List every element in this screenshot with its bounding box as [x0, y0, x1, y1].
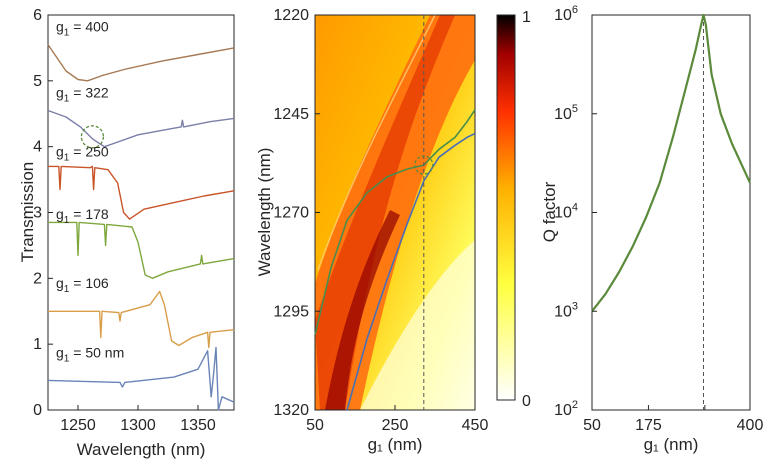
right-y-tick-label: 105	[554, 103, 578, 123]
middle-y-axis-title: Wavelength (nm)	[255, 148, 274, 277]
left-y-tick-label: 3	[33, 205, 42, 222]
heatmap-image	[315, 15, 475, 410]
middle-y-tick-label: 1245	[273, 106, 309, 123]
right-y-tick-label: 106	[554, 4, 578, 24]
right-x-axis-title: g₁ (nm)	[644, 435, 699, 454]
left-y-tick-label: 2	[33, 270, 42, 287]
left-annotations	[80, 125, 105, 149]
left-y-tick-label: 5	[33, 73, 42, 90]
middle-x-tick-label: 450	[462, 417, 489, 434]
middle-y-tick-label: 1220	[273, 7, 309, 24]
middle-y-tick-label: 1295	[273, 303, 309, 320]
left-dashed-circle	[80, 125, 105, 149]
right-axes-box	[591, 14, 751, 411]
right-y-tick-label: 103	[554, 300, 578, 320]
middle-y-tick-label: 1270	[273, 205, 309, 222]
curve-label: g1 = 322	[56, 84, 109, 104]
right-series-line-0	[591, 13, 751, 312]
right-x-ticks: 50 175 400	[583, 405, 763, 434]
colorbar-min-label: 0	[522, 393, 531, 410]
curve-label: g1 = 250	[56, 144, 109, 164]
colorbar-max-label: 1	[522, 9, 531, 26]
right-panel: 102 103 104 105 106 50 175 400 Q factor g₁ (nm…	[540, 4, 763, 454]
colorbar	[497, 15, 515, 400]
middle-dashed-circle	[414, 155, 434, 175]
left-series-line-5	[47, 346, 235, 411]
left-series-line-0	[47, 44, 235, 82]
left-y-tick-label: 4	[33, 139, 42, 156]
left-x-axis-title: Wavelength (nm)	[77, 440, 206, 459]
left-y-axis-title: Transmission	[18, 162, 37, 262]
left-y-ticks: 0 1 2 3 4 5 6	[33, 7, 53, 419]
middle-y-tick-label: 1320	[273, 402, 309, 419]
right-series-group	[591, 13, 751, 410]
left-panel: g1 = 400 g1 = 322 g1 = 250 g1 = 178 g1 = 106…	[18, 7, 235, 459]
right-x-tick-label: 50	[583, 417, 601, 434]
middle-y-ticks: 1220 1245 1270 1295 1320	[273, 7, 320, 419]
middle-x-ticks: 50 250 450	[306, 405, 488, 434]
middle-series-group	[314, 15, 476, 411]
left-y-tick-label: 0	[33, 402, 42, 419]
curve-label: g1 = 106	[56, 275, 109, 295]
right-y-ticks: 102 103 104 105 106	[554, 4, 597, 419]
left-y-tick-label: 6	[33, 7, 42, 24]
left-x-tick-label: 1350	[180, 417, 216, 434]
curve-label: g1 = 178	[56, 206, 109, 226]
left-x-tick-label: 1300	[120, 417, 156, 434]
curve-label: g1 = 400	[56, 18, 109, 38]
left-x-tick-label: 1250	[60, 417, 96, 434]
middle-annotations	[414, 155, 434, 175]
left-series-line-4	[48, 290, 235, 349]
left-series-line-1	[47, 109, 235, 148]
curve-label: g1 = 50 nm	[56, 344, 124, 364]
middle-x-tick-label: 250	[382, 417, 409, 434]
right-y-axis-title: Q factor	[540, 181, 559, 242]
right-y-tick-label: 104	[554, 202, 578, 222]
left-series-line-2	[48, 165, 235, 220]
middle-x-tick-label: 50	[306, 417, 324, 434]
middle-series-line-0	[314, 109, 476, 336]
left-y-tick-label: 1	[33, 336, 42, 353]
right-x-tick-label: 175	[635, 417, 662, 434]
colorbar-border	[496, 14, 516, 401]
right-y-tick-label: 102	[554, 399, 578, 419]
left-x-ticks: 1250 1300 1350	[60, 405, 216, 434]
middle-x-axis-title: g₁ (nm)	[368, 435, 423, 454]
left-series-line-3	[48, 221, 235, 279]
middle-panel: 1220 1245 1270 1295 1320 50 250 450 Wavelength…	[255, 7, 531, 454]
middle-series-line-1	[346, 132, 476, 411]
left-series-group	[47, 44, 235, 411]
right-x-tick-label: 400	[737, 417, 764, 434]
left-curve-labels: g1 = 400 g1 = 322 g1 = 250 g1 = 178 g1 = 106…	[56, 18, 124, 364]
